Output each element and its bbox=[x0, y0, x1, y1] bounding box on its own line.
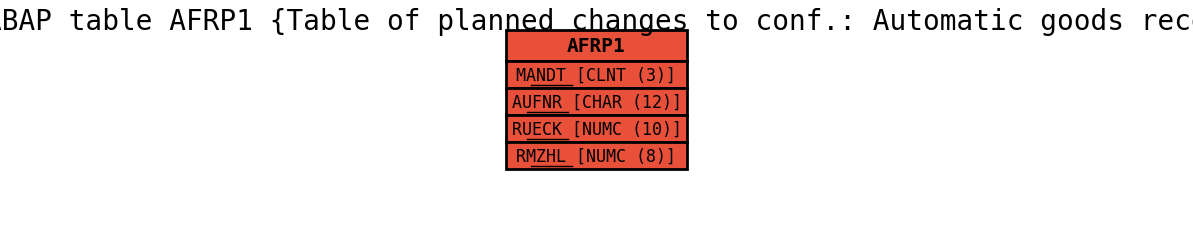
Bar bbox=[506, 116, 687, 143]
Text: RMZHL [NUMC (8)]: RMZHL [NUMC (8)] bbox=[517, 147, 676, 165]
Text: AUFNR [CHAR (12)]: AUFNR [CHAR (12)] bbox=[512, 93, 681, 111]
Bar bbox=[506, 31, 687, 62]
Bar bbox=[506, 62, 687, 89]
Bar bbox=[506, 143, 687, 170]
Text: MANDT [CLNT (3)]: MANDT [CLNT (3)] bbox=[517, 66, 676, 84]
Bar bbox=[506, 89, 687, 116]
Text: RUECK [NUMC (10)]: RUECK [NUMC (10)] bbox=[512, 120, 681, 138]
Text: AFRP1: AFRP1 bbox=[567, 37, 626, 56]
Text: SAP ABAP table AFRP1 {Table of planned changes to conf.: Automatic goods receipt: SAP ABAP table AFRP1 {Table of planned c… bbox=[0, 8, 1193, 36]
